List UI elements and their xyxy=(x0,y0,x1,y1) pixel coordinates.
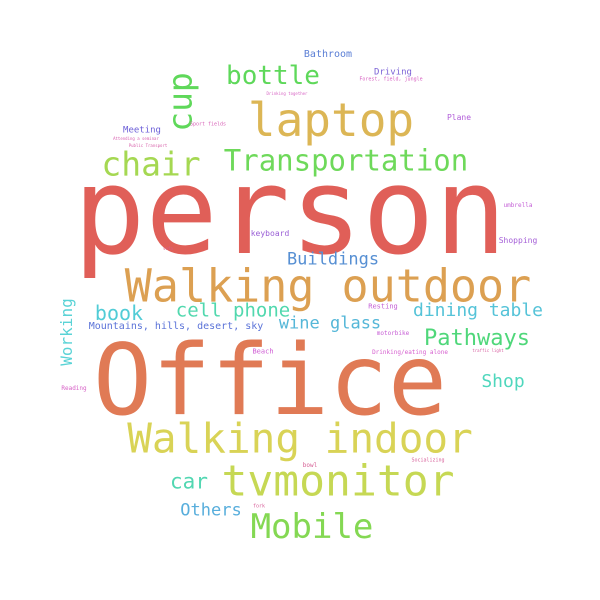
word-wine-glass: wine glass xyxy=(278,313,382,334)
word-others: Others xyxy=(180,500,242,521)
word-bottle: bottle xyxy=(226,61,320,91)
word-sport-fields: Sport fields xyxy=(189,121,227,128)
word-drinking-together: Drinking together xyxy=(266,91,308,96)
word-driving: Driving xyxy=(374,67,412,78)
word-drinking-eating-alone: Drinking/eating alone xyxy=(372,349,448,356)
word-fork: fork xyxy=(252,503,266,510)
word-walking-outdoor: Walking outdoor xyxy=(124,259,532,313)
word-reading: Reading xyxy=(61,385,87,392)
word-shopping: Shopping xyxy=(498,236,538,245)
word-buildings: Buildings xyxy=(286,249,380,270)
word-plane: Plane xyxy=(446,113,472,122)
word-resting: Resting xyxy=(368,302,398,311)
word-mountains-hills-desert-sky: Mountains, hills, desert, sky xyxy=(88,321,264,332)
word-bathroom: Bathroom xyxy=(303,49,353,60)
word-beach: Beach xyxy=(252,347,274,356)
word-shop: Shop xyxy=(481,371,525,392)
word-tvmonitor: tvmonitor xyxy=(221,456,455,507)
word-sofa: sofa xyxy=(163,246,173,251)
word-motorbike: motorbike xyxy=(376,330,410,337)
word-laptop: laptop xyxy=(247,93,415,147)
word-keyboard: keyboard xyxy=(250,229,290,238)
word-person: person xyxy=(73,143,507,282)
word-mobile: Mobile xyxy=(250,507,374,547)
word-traffic-light: traffic light xyxy=(472,348,504,353)
word-office: Office xyxy=(92,324,448,438)
word-dining-table: dining table xyxy=(412,300,544,321)
word-working: Working xyxy=(57,298,76,366)
word-cell-phone: cell phone xyxy=(175,299,291,322)
word-transportation: Transportation xyxy=(223,143,469,178)
word-socializing: Socializing xyxy=(411,457,445,464)
word-car: car xyxy=(170,469,208,494)
word-attending-a-seminar: Attending a seminar xyxy=(113,136,159,141)
word-book: book xyxy=(94,301,144,325)
word-pathways: Pathways xyxy=(424,326,530,351)
word-forest-field-jungle: Forest, field, jungle xyxy=(359,76,423,83)
word-public-transport: Public Transport xyxy=(128,143,168,148)
word-umbrella: umbrella xyxy=(503,202,533,209)
word-bowl: bowl xyxy=(302,462,318,469)
word-chair: chair xyxy=(101,144,201,184)
word-walking-indoor: Walking indoor xyxy=(127,414,473,463)
word-meeting: Meeting xyxy=(123,125,161,136)
